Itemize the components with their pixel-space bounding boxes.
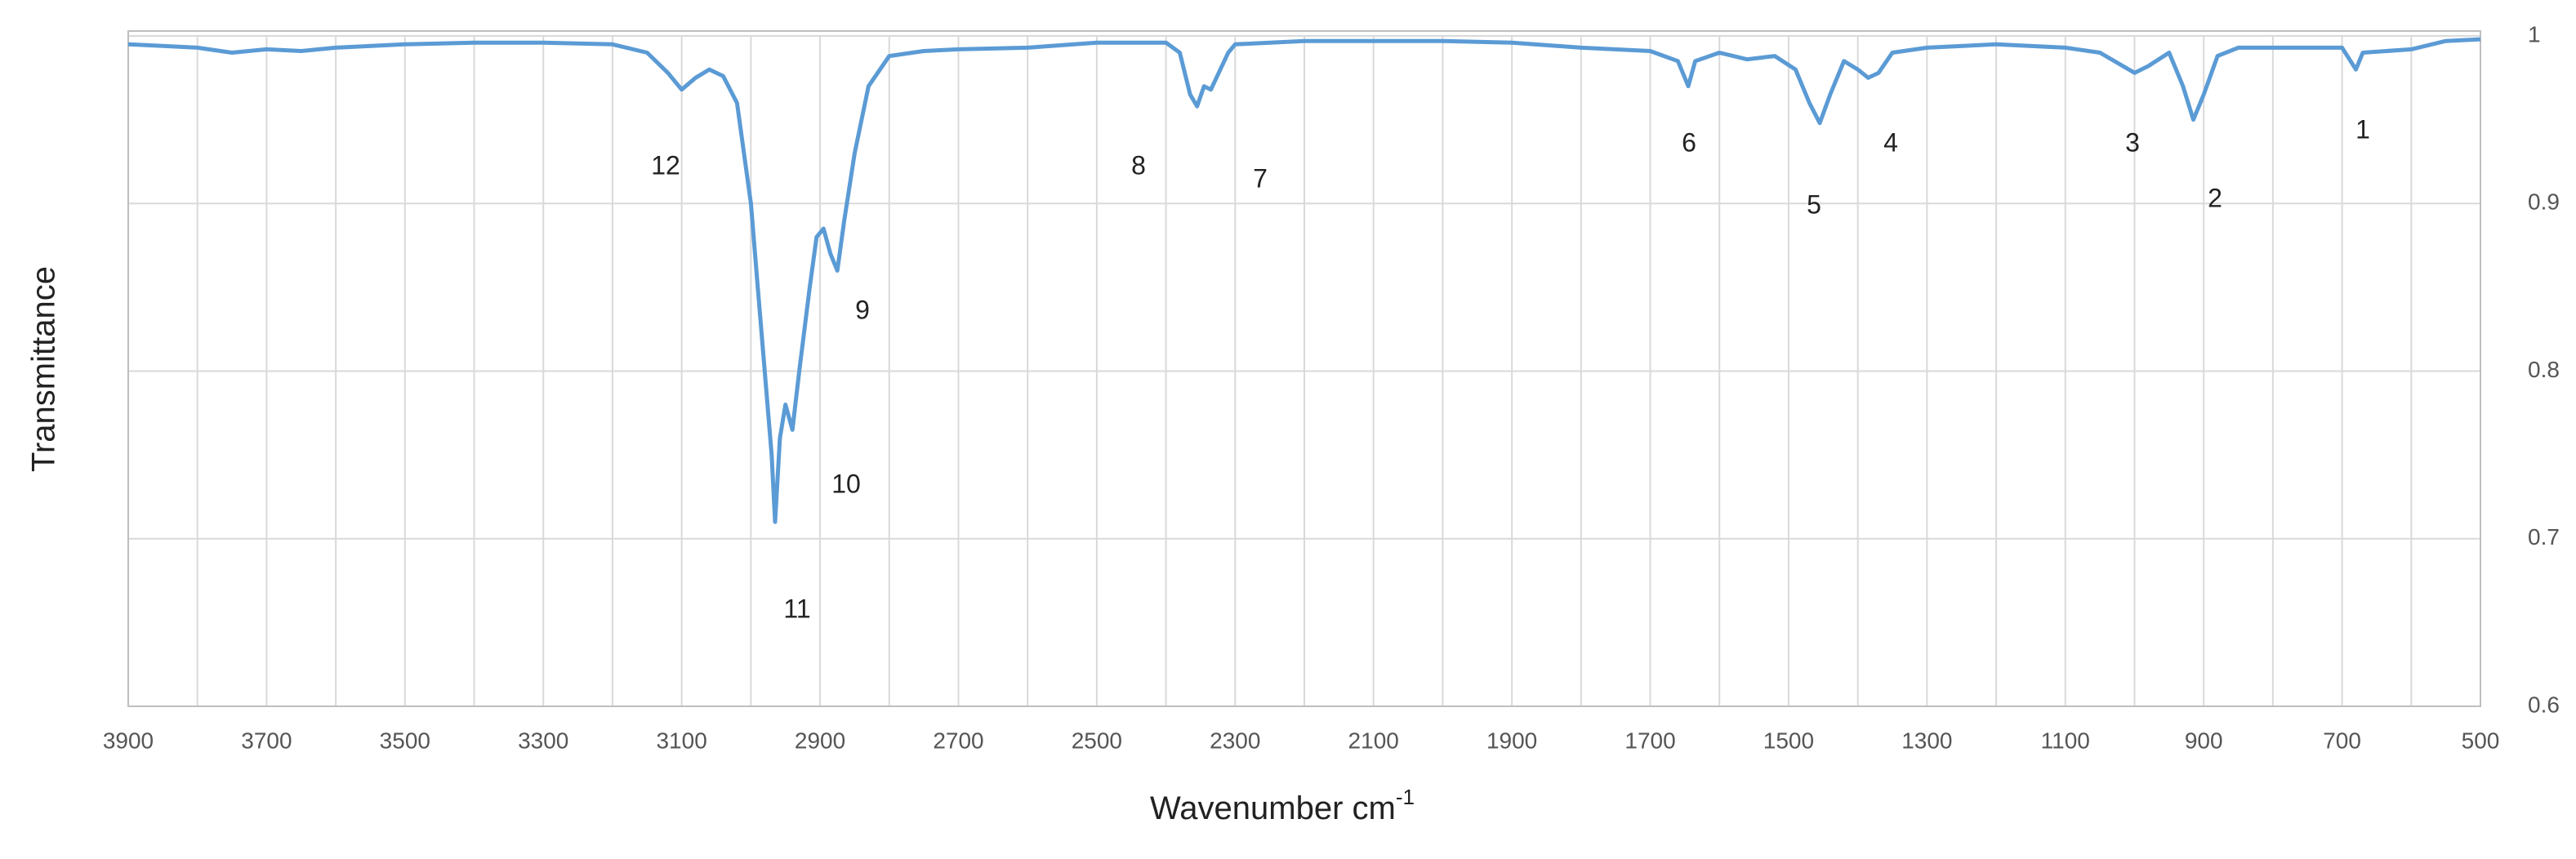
peak-label: 7 bbox=[1253, 163, 1268, 193]
x-tick-label: 1500 bbox=[1763, 728, 1814, 753]
y-tick-label: 0.6 bbox=[2528, 692, 2560, 717]
x-tick-label: 2700 bbox=[933, 728, 983, 753]
x-tick-label: 1700 bbox=[1624, 728, 1675, 753]
peak-label: 4 bbox=[1883, 127, 1898, 157]
x-tick-label: 2500 bbox=[1072, 728, 1122, 753]
x-axis-title: Wavenumber cm-1 bbox=[1150, 785, 1415, 826]
x-tick-label: 700 bbox=[2323, 728, 2361, 753]
x-axis-title-main: Wavenumber cm bbox=[1150, 790, 1396, 826]
peak-label: 9 bbox=[855, 295, 870, 324]
peak-label: 3 bbox=[2125, 127, 2140, 157]
x-tick-label: 1300 bbox=[1901, 728, 1952, 753]
x-tick-label: 900 bbox=[2185, 728, 2223, 753]
spectrum-line bbox=[127, 37, 2481, 524]
x-tick-label: 3700 bbox=[241, 728, 292, 753]
x-tick-label: 500 bbox=[2462, 728, 2500, 753]
y-tick-label: 0.7 bbox=[2528, 524, 2560, 550]
y-tick-label: 1 bbox=[2528, 21, 2541, 47]
peak-label: 11 bbox=[783, 594, 810, 623]
x-tick-label: 1100 bbox=[2041, 728, 2090, 753]
x-tick-label: 1900 bbox=[1486, 728, 1537, 753]
y-tick-label: 0.8 bbox=[2528, 357, 2560, 382]
peak-label: 8 bbox=[1131, 150, 1146, 180]
x-tick-label: 2900 bbox=[795, 728, 845, 753]
y-axis-title: Transmittance bbox=[26, 266, 62, 472]
peak-label: 6 bbox=[1682, 127, 1696, 157]
x-tick-label: 2100 bbox=[1348, 728, 1399, 753]
x-tick-label: 2300 bbox=[1210, 728, 1260, 753]
x-tick-label: 3900 bbox=[103, 728, 154, 753]
peak-label: 5 bbox=[1807, 189, 1821, 219]
peak-label: 10 bbox=[831, 469, 861, 498]
peak-label: 1 bbox=[2355, 114, 2370, 144]
x-axis-title-superscript: -1 bbox=[1396, 785, 1415, 809]
peak-label: 2 bbox=[2208, 183, 2222, 212]
y-tick-label: 0.9 bbox=[2528, 189, 2560, 215]
x-tick-label: 3100 bbox=[656, 728, 706, 753]
plot-frame bbox=[127, 30, 2481, 707]
peak-label: 12 bbox=[651, 150, 680, 180]
x-tick-label: 3300 bbox=[518, 728, 568, 753]
x-tick-label: 3500 bbox=[380, 728, 430, 753]
